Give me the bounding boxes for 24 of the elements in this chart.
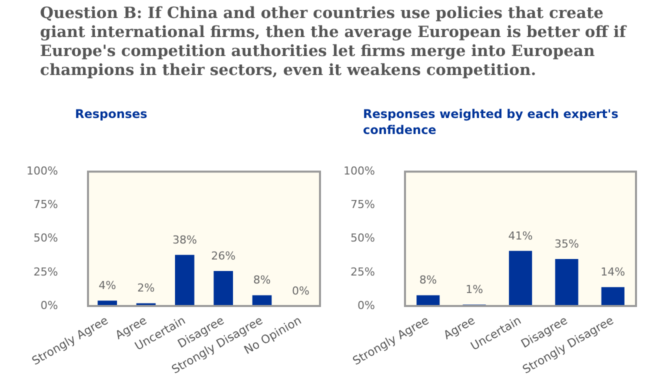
y-tick-label: 0% <box>358 298 375 312</box>
y-tick-label: 50% <box>34 232 58 245</box>
y-tick-label: 50% <box>350 232 375 245</box>
data-label: 8% <box>253 274 271 287</box>
text: Question B: If China and other countries use policies that create giant international firms, then the average European is better off if Europe's competition authorities let firms merge into European champions in their sectors, even it weakens competition. <box>40 3 628 79</box>
chart-title: Responses <box>75 106 148 122</box>
data-label: 41% <box>508 229 533 242</box>
data-label: 14% <box>600 266 626 279</box>
data-label: 38% <box>172 233 197 246</box>
chart-title: Responses weighted by each expert's confidence <box>363 106 620 138</box>
y-tick-label: 0% <box>40 298 58 312</box>
data-label: 35% <box>554 237 579 250</box>
y-tick-label: 75% <box>350 198 375 212</box>
data-label: 26% <box>211 249 236 262</box>
data-label: 8% <box>419 274 437 287</box>
data-label: 2% <box>137 282 155 295</box>
y-tick-label: 100% <box>26 164 58 178</box>
y-tick-label: 25% <box>350 265 375 278</box>
y-tick-label: 25% <box>34 265 58 278</box>
data-label: 1% <box>466 283 484 296</box>
data-label: 4% <box>98 278 116 292</box>
data-label: 0% <box>292 284 310 298</box>
y-tick-label: 100% <box>344 164 375 178</box>
y-tick-label: 75% <box>34 198 58 212</box>
